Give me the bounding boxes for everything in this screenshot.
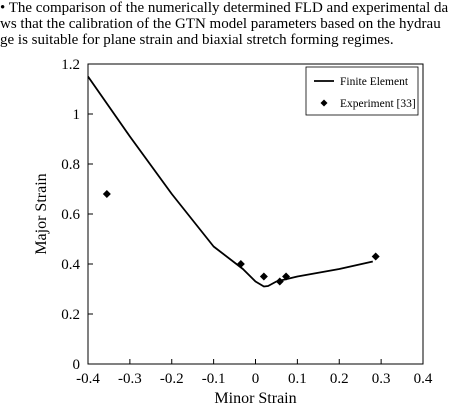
y-tick-label: 0.4 [61,257,80,273]
x-tick-label: 0.3 [372,371,391,387]
data-point-experiment [371,252,380,261]
data-point-experiment [102,190,111,198]
legend: Finite Element Experiment [33] [305,66,419,116]
series-layer [87,75,380,288]
caption-text: • The comparison of the numerically dete… [0,0,474,48]
y-tick-label: 0.2 [61,307,80,323]
x-tick-label: -0.3 [118,371,142,387]
x-axis: -0.4 -0.3 -0.2 -0.1 0 0.1 0.2 0.3 0.4 [76,359,433,387]
y-axis: 0 0.2 0.4 0.6 0.8 1 1.2 [61,57,93,373]
y-axis-label: Major Strain [33,173,50,254]
caption-line-2: ws that the calibration of the GTN model… [0,16,441,32]
caption-line-3: ge is suitable for plane strain and biax… [0,32,394,48]
y-tick-label: 0.8 [61,157,80,173]
x-tick-label: 0.1 [288,371,307,387]
x-tick-label: -0.2 [160,371,184,387]
legend-label: Finite Element [340,76,409,88]
x-tick-label: -0.1 [202,371,226,387]
x-tick-label: 0.4 [414,371,433,387]
data-point-experiment [275,277,284,286]
caption-line-1: • The comparison of the numerically dete… [0,0,449,16]
y-tick-label: 0 [73,357,81,373]
data-point-experiment [259,272,268,281]
series-line-finite-element [87,75,373,288]
y-tick-label: 1.2 [61,57,80,73]
x-tick-label: 0 [252,371,260,387]
x-axis-label: Minor Strain [214,390,296,407]
data-point-experiment [282,272,291,281]
y-tick-label: 0.6 [61,207,80,223]
legend-label: Experiment [33] [340,98,416,110]
legend-diamond-swatch [320,99,328,107]
x-tick-label: 0.2 [330,371,349,387]
x-tick-label: -0.4 [76,371,100,387]
data-point-experiment [236,260,245,268]
y-tick-label: 1 [73,107,81,123]
legend-box [305,66,419,116]
